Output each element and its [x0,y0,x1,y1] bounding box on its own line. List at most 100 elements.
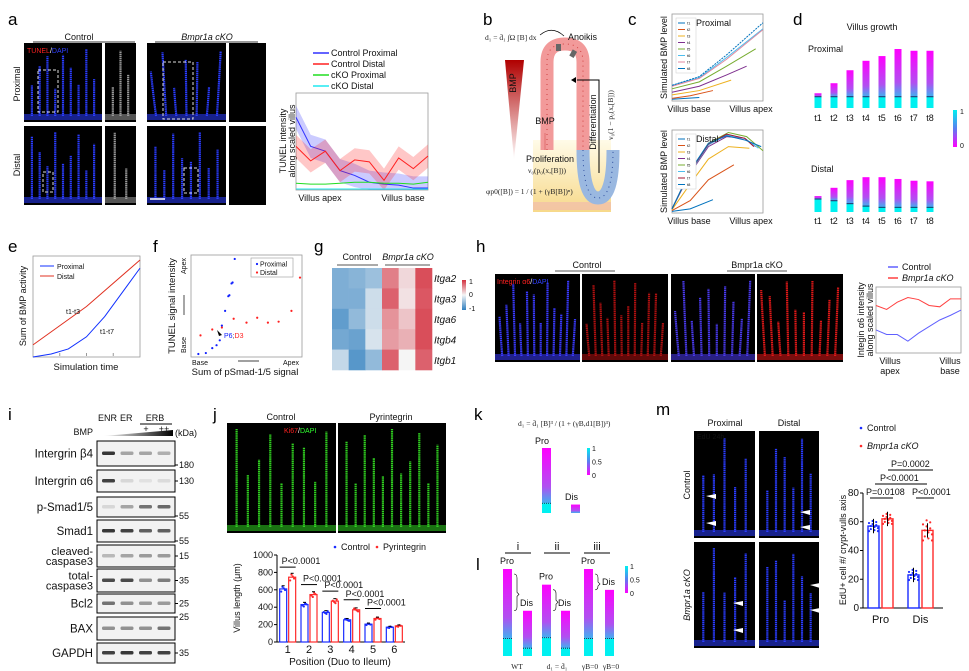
m-data-point [881,522,885,526]
b-mesenchyme [533,202,611,210]
c-proximal-legend-label: t3 [687,34,691,39]
a-xlabel-base: Villus base [381,193,424,203]
m-pvalue: P=0.0108 [866,487,905,497]
k-label-dis: Dis [565,492,578,502]
a-micrographs [24,43,266,205]
c-proximal-series-t8 [671,22,764,86]
b-anoikis-arrow [539,29,565,37]
blot-kda-label: 25 [179,612,189,622]
e-annotation-t1-t7: t1-t7 [100,329,114,336]
c-proximal-legend-label: t4 [687,40,691,45]
j-bar-control [321,611,330,643]
d-proximal-bar-differentiated [862,60,870,97]
blot-band [102,601,115,605]
l-bracket [594,573,601,591]
f-annotation-part: ; [233,333,235,340]
m-pvalue: P<0.0001 [880,473,919,483]
arrowhead-icon [706,494,716,499]
d-distal-bar-differentiated [862,177,870,207]
l-bar-pro-differentiated [542,584,551,638]
l-group-label: i [517,541,519,553]
f-point-distal [290,309,293,312]
f-ylabel: TUNEL signal intensity [167,258,178,354]
blot-kda-label: 35 [179,576,189,586]
d-proximal-tick-label: t4 [862,113,870,123]
villus [810,280,814,357]
j-data-point [378,617,381,621]
blot-band [102,578,115,582]
g-heatmap-cell [348,349,366,371]
villus [760,289,766,357]
g-heatmap-cell [348,288,366,310]
k-bar-dis-differentiated [571,504,580,513]
blot-band [139,505,152,509]
zoom-region-box [42,171,54,193]
g-heatmap-cell [398,308,416,330]
c-proximal-xlabel-left: Villus base [667,104,710,114]
c-proximal-xlabel-right: Villus apex [729,104,773,114]
f-point-proximal [218,339,221,342]
f-point-distal [199,334,202,337]
c-proximal-legend-label: t1 [687,21,691,26]
c-distal-legend-label: t7 [687,176,691,181]
d-proximal-bar-stem [878,96,886,108]
l-label-dis: Dis [558,598,571,608]
c-distal-series-t2 [671,164,735,211]
villus [599,302,604,357]
d-proximal-bar-stem [862,96,870,108]
g-heatmap-cell [348,268,366,289]
k-colorbar-label: 0 [592,473,596,480]
crypt-layer [757,354,843,360]
j-bar-control [385,626,394,643]
villus [525,291,529,357]
m-pvalue: P<0.0001 [912,487,951,497]
b-crypt-epithelium [576,149,620,205]
d-distal-tick-label: t2 [830,216,838,226]
j-data-point [334,602,337,605]
j-pvalue: P<0.0001 [303,574,342,584]
m-ytick-label: 0 [853,603,859,614]
panel-label-d: d [793,10,802,29]
g-heatmap-cell [398,329,416,350]
m-data-point [876,526,880,530]
l-label-dis: Dis [602,577,615,587]
m-pvalue: P=0.0002 [891,459,930,469]
panel-label-c: c [628,10,637,29]
d-distal-bar-stem [926,207,934,212]
l-colorbar-label: 1 [630,564,634,571]
blot-band [102,651,115,655]
l-bar-dis-differentiated [605,589,614,639]
g-heatmap-cell [415,288,433,310]
g-heatmap-cell [348,308,366,330]
h-control-header: Control [572,260,601,270]
m-data-point [923,535,926,538]
l-bar-pro-differentiated [584,569,593,639]
blot-band [139,529,152,533]
blot-band [139,578,152,582]
g-colorbar-max: 1 [469,279,473,286]
j-data-point [310,594,313,597]
d-colorbar-min: 0 [960,143,964,150]
g-colorbar-min: -1 [469,306,475,313]
a-xlabel-apex: Villus apex [298,193,342,203]
villus [640,322,644,357]
j-bar-control [343,619,352,643]
f-legend-swatch [255,271,259,274]
f-point-distal [277,320,280,323]
m-data-point [883,517,886,520]
blot-band [139,626,152,630]
m-bar-control [867,525,880,609]
d-proximal-bar-differentiated [910,50,918,97]
crypt-layer [105,114,136,120]
blot-row-label: GAPDH [52,648,93,660]
micrograph-image [671,274,755,362]
a-legend-label: Control Distal [331,59,385,69]
villus [592,285,597,357]
f-point-proximal [197,352,200,356]
villus [818,320,823,357]
j-data-point [282,587,285,590]
m-data-point [907,578,911,582]
m-row-control: Control [682,470,692,499]
